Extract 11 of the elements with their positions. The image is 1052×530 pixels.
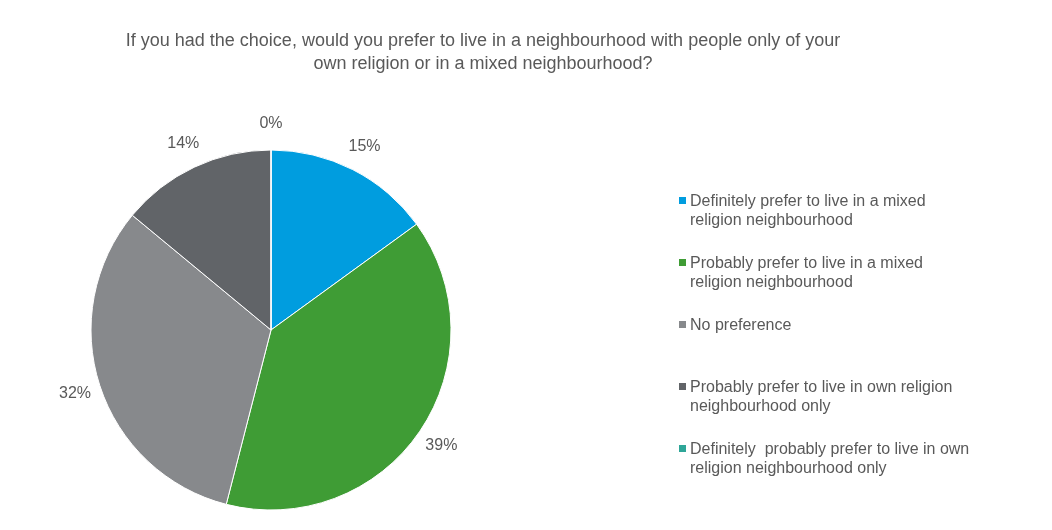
legend-label: Definitely probably prefer to live in own religion neighbourhood only bbox=[690, 440, 970, 476]
legend-label: Definitely prefer to live in a mixed religion neighbourhood bbox=[690, 192, 926, 228]
legend-label: Probably prefer to live in a mixed religion neighbourhood bbox=[690, 254, 923, 290]
text: 0% bbox=[259, 114, 283, 132]
legend-label: Probably prefer to live in own religion neighbourhood only bbox=[690, 378, 953, 414]
data-label: 32% bbox=[59, 383, 92, 401]
data-label: 39% bbox=[425, 436, 458, 454]
legend-label: No preference bbox=[690, 316, 792, 333]
data-label: 14% bbox=[167, 133, 200, 151]
chart-title: If you had the choice, would you prefer to live in a neighbourhood with people only of your own religion or in a mixed neighbourhood? bbox=[125, 30, 841, 73]
data-label: 15% bbox=[348, 136, 381, 154]
